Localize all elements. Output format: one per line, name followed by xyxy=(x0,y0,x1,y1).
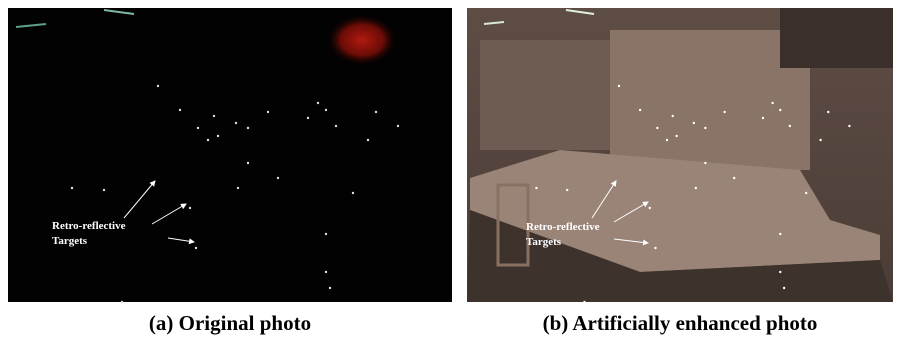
target-dot xyxy=(848,125,850,127)
target-dot xyxy=(375,111,377,113)
target-dot xyxy=(352,192,354,194)
target-dot xyxy=(235,122,237,124)
crane xyxy=(780,8,893,68)
annotation-line: Retro-reflective xyxy=(52,220,126,232)
target-dot xyxy=(179,109,181,111)
target-dot xyxy=(779,271,781,273)
target-dot xyxy=(197,127,199,129)
target-dot xyxy=(325,109,327,111)
target-dot xyxy=(397,125,399,127)
target-dot xyxy=(819,139,821,141)
target-dot xyxy=(789,125,791,127)
target-dot xyxy=(237,187,239,189)
target-dot xyxy=(695,187,697,189)
caption: (b) Artificially enhanced photo xyxy=(543,311,818,335)
target-dot xyxy=(827,111,829,113)
figure: Retro-reflective Targets Retro-reflectiv… xyxy=(0,0,900,340)
target-dot xyxy=(649,207,651,209)
target-dot xyxy=(779,109,781,111)
target-dot xyxy=(195,247,197,249)
target-dot xyxy=(805,192,807,194)
target-dot xyxy=(654,247,656,249)
target-dot xyxy=(277,177,279,179)
target-dot xyxy=(307,117,309,119)
target-dot xyxy=(566,189,568,191)
red-light xyxy=(326,14,398,66)
target-dot xyxy=(213,115,215,117)
target-dot xyxy=(783,287,785,289)
target-dot xyxy=(639,109,641,111)
target-dot xyxy=(771,102,773,104)
target-dot xyxy=(121,301,123,303)
target-dot xyxy=(217,135,219,137)
caption: (a) Original photo xyxy=(149,311,311,335)
target-dot xyxy=(583,301,585,303)
target-dot xyxy=(704,127,706,129)
target-dot xyxy=(103,189,105,191)
target-dot xyxy=(779,233,781,235)
target-dot xyxy=(666,139,668,141)
annotation-line: Retro-reflective xyxy=(526,221,600,233)
target-dot xyxy=(189,207,191,209)
target-dot xyxy=(329,287,331,289)
target-dot xyxy=(325,233,327,235)
target-dot xyxy=(247,127,249,129)
target-dot xyxy=(675,135,677,137)
enhanced-photo: Retro-reflective Targets xyxy=(467,8,893,303)
target-dot xyxy=(317,102,319,104)
target-dot xyxy=(733,177,735,179)
target-dot xyxy=(267,111,269,113)
annotation-line: Targets xyxy=(52,235,88,247)
target-dot xyxy=(157,85,159,87)
target-dot xyxy=(672,115,674,117)
annotation-line: Targets xyxy=(526,236,562,248)
target-dot xyxy=(704,162,706,164)
target-dot xyxy=(335,125,337,127)
target-dot xyxy=(535,187,537,189)
wall xyxy=(480,40,610,150)
target-dot xyxy=(693,122,695,124)
target-dot xyxy=(247,162,249,164)
target-dot xyxy=(723,111,725,113)
original-photo: Retro-reflective Targets xyxy=(8,8,452,303)
target-dot xyxy=(656,127,658,129)
target-dot xyxy=(618,85,620,87)
target-dot xyxy=(367,139,369,141)
target-dot xyxy=(762,117,764,119)
target-dot xyxy=(325,271,327,273)
target-dot xyxy=(207,139,209,141)
target-dot xyxy=(71,187,73,189)
